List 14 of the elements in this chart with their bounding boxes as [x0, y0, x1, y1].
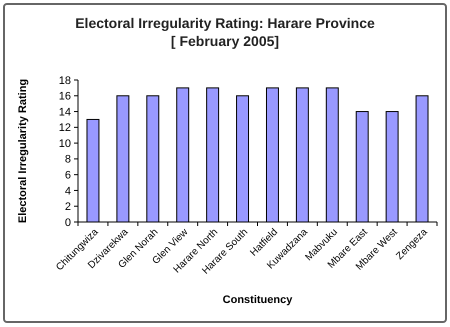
chart-title: Electoral Irregularity Rating: Harare Province — [75, 15, 375, 31]
y-tick-label: 16 — [58, 90, 71, 103]
y-tick-label: 18 — [58, 74, 71, 87]
y-axis-title: Electoral Irregularity Rating — [17, 78, 29, 224]
chart-subtitle: [ February 2005] — [170, 33, 280, 49]
y-tick-label: 12 — [58, 122, 71, 134]
y-tick-label: 0 — [64, 216, 71, 229]
y-tick-label: 4 — [64, 185, 71, 198]
y-tick-label: 10 — [58, 138, 71, 150]
x-axis-title: Constituency — [222, 294, 294, 306]
y-tick-label: 2 — [64, 201, 71, 214]
y-tick-label: 6 — [64, 170, 71, 182]
y-tick-label: 8 — [64, 154, 71, 166]
y-tick-label: 14 — [58, 106, 71, 118]
